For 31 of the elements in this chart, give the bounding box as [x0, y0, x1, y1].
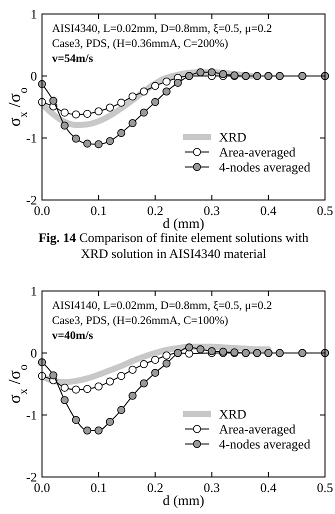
x-axis-title: d (mm) [162, 494, 205, 509]
y-tick-label: -1 [26, 130, 37, 146]
legend-label: Area-averaged [219, 422, 296, 436]
x-tick-label: 0.3 [204, 480, 220, 495]
annotation: v=54m/s [52, 53, 94, 65]
x-tick-label: 0.4 [260, 203, 278, 218]
x-tick-label: 0.5 [316, 203, 334, 218]
legend-label: 4-nodes averaged [219, 160, 311, 174]
y-tick-label: 1 [30, 284, 37, 298]
y-tick-label: 0 [30, 346, 37, 360]
x-tick-label: 0.5 [316, 480, 334, 495]
x-tick-label: 0.3 [204, 203, 220, 218]
legend-label: Area-averaged [219, 144, 296, 160]
legend-label: 4-nodes averaged [219, 436, 311, 452]
annotation: Case3, PDS, (H=0.36mmA, C=200%) [52, 38, 228, 50]
x-axis-title: d (mm) [162, 217, 205, 232]
y-tick-label: 0 [30, 68, 37, 84]
x-tick-label: 0.1 [90, 480, 107, 495]
x-tick-label: 0.2 [147, 480, 164, 495]
caption: Fig. 14 Comparison of finite element solutions with XRD solution in AISI4340 material [38, 230, 310, 261]
annotation: Case3, PDS, (H=0.26mmA, C=100%) [52, 315, 228, 327]
annotation: v=40m/s [52, 330, 94, 342]
x-tick-label: 0.1 [90, 203, 107, 218]
annotation: AISI4140, L=0.02mm, D=0.8mm, ξ=0.5, μ=0.2 [52, 300, 272, 312]
y-tick-label: 1 [30, 6, 37, 22]
y-tick-label: -1 [26, 408, 37, 422]
x-tick-label: 0.4 [260, 480, 278, 495]
legend-label: XRD [219, 406, 246, 422]
legend-label: XRD [219, 130, 246, 144]
annotation: AISI4340, L=0.02mm, D=0.8mm, ξ=0.5, μ=0.2 [52, 23, 272, 35]
x-tick-label: 0.2 [147, 203, 164, 218]
